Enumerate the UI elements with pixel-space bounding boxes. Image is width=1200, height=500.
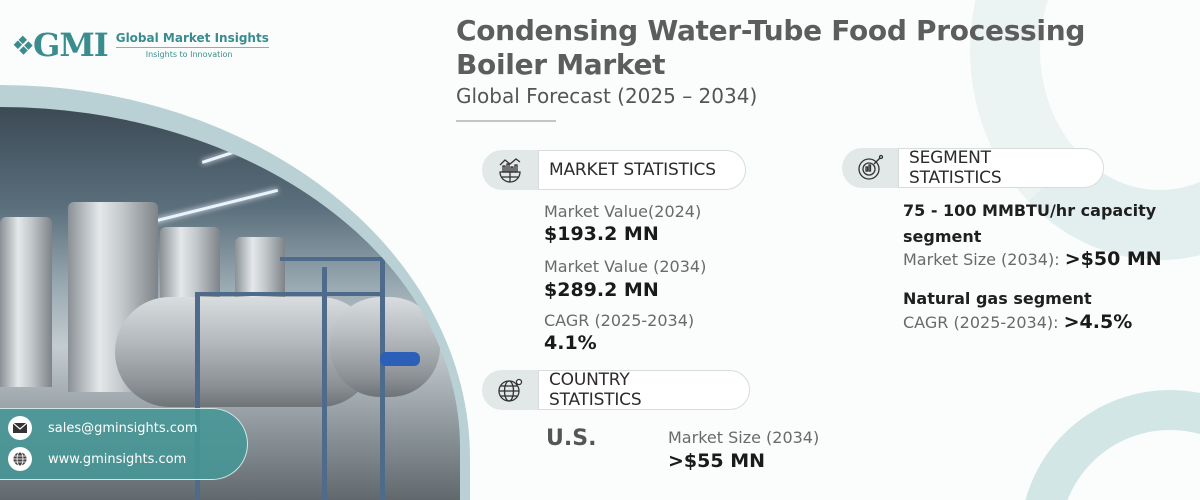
country-statistics-header: COUNTRY STATISTICS	[482, 370, 750, 410]
segment-metric-value: >$50 MN	[1064, 248, 1162, 270]
stat-value: $193.2 MN	[544, 223, 659, 245]
segment-statistics-header: SEGMENT STATISTICS	[842, 148, 1104, 188]
globe-pin-icon	[482, 370, 538, 410]
logo-mark: GMI	[13, 26, 109, 64]
stat-label: CAGR (2025-2034)	[544, 311, 695, 330]
contact-email[interactable]: sales@gminsights.com	[48, 420, 198, 436]
segment-metric-label: Market Size (2034):	[903, 250, 1060, 269]
contact-website-row[interactable]: www.gminsights.com	[8, 447, 186, 471]
stat-value: $289.2 MN	[544, 279, 659, 301]
brand-tagline: Insights to Innovation	[145, 50, 233, 59]
segment-title: Natural gas segment	[903, 289, 1092, 308]
logo-diamond-icon	[13, 35, 34, 55]
country-metric-value: >$55 MN	[668, 450, 766, 472]
gmi-logo: GMI Global Market Insights Insights to I…	[13, 26, 269, 64]
title-divider	[456, 120, 556, 122]
country-name: U.S.	[546, 426, 597, 451]
segment-metric: CAGR (2025-2034): >4.5%	[903, 311, 1132, 333]
stat-value: 4.1%	[544, 332, 597, 354]
country-statistics-heading: COUNTRY STATISTICS	[538, 370, 750, 410]
mail-icon	[8, 416, 32, 440]
page-title: Condensing Water-Tube Food Processing Bo…	[456, 14, 1086, 81]
chart-globe-icon	[482, 150, 538, 190]
contact-panel: sales@gminsights.com www.gminsights.com	[0, 408, 248, 480]
contact-email-row[interactable]: sales@gminsights.com	[8, 416, 198, 440]
contact-website[interactable]: www.gminsights.com	[48, 451, 187, 467]
segment-metric-label: CAGR (2025-2034):	[903, 313, 1059, 332]
segment-title: 75 - 100 MMBTU/hr capacity segment	[903, 201, 1157, 246]
target-chart-icon	[842, 148, 898, 188]
country-metric-label: Market Size (2034)	[668, 428, 820, 447]
logo-letters: GMI	[33, 26, 109, 64]
stat-label: Market Value (2034)	[544, 257, 707, 276]
segment-statistics-heading: SEGMENT STATISTICS	[898, 148, 1104, 188]
page-subtitle: Global Forecast (2025 – 2034)	[456, 84, 758, 108]
globe-icon	[8, 447, 32, 471]
stat-label: Market Value(2024)	[544, 202, 702, 221]
market-statistics-heading: MARKET STATISTICS	[538, 150, 746, 190]
segment-metric-value: >4.5%	[1063, 311, 1133, 333]
market-statistics-header: MARKET STATISTICS	[482, 150, 746, 190]
decorative-arc-bottom	[1020, 390, 1200, 500]
segment-metric: Market Size (2034): >$50 MN	[903, 248, 1162, 270]
brand-name: Global Market Insights	[115, 31, 269, 48]
